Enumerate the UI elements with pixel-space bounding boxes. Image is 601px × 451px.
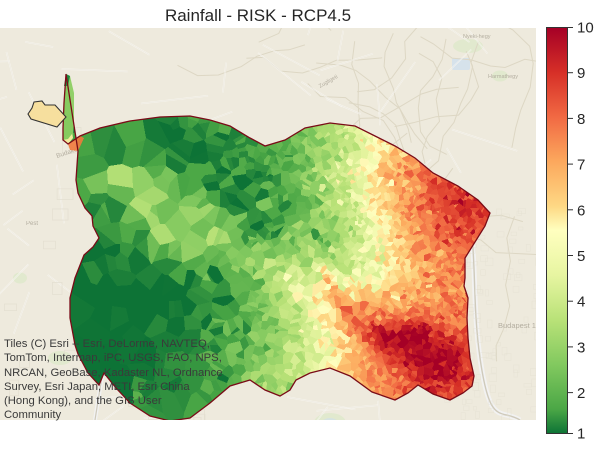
svg-text:4: 4 (577, 294, 585, 311)
svg-text:9: 9 (577, 65, 585, 82)
svg-text:6: 6 (577, 202, 585, 219)
svg-text:2: 2 (577, 385, 585, 402)
svg-text:1: 1 (577, 426, 585, 443)
svg-text:7: 7 (577, 157, 585, 174)
svg-text:10: 10 (577, 20, 594, 37)
svg-text:5: 5 (577, 248, 585, 265)
svg-text:3: 3 (577, 339, 585, 356)
svg-text:8: 8 (577, 111, 585, 128)
